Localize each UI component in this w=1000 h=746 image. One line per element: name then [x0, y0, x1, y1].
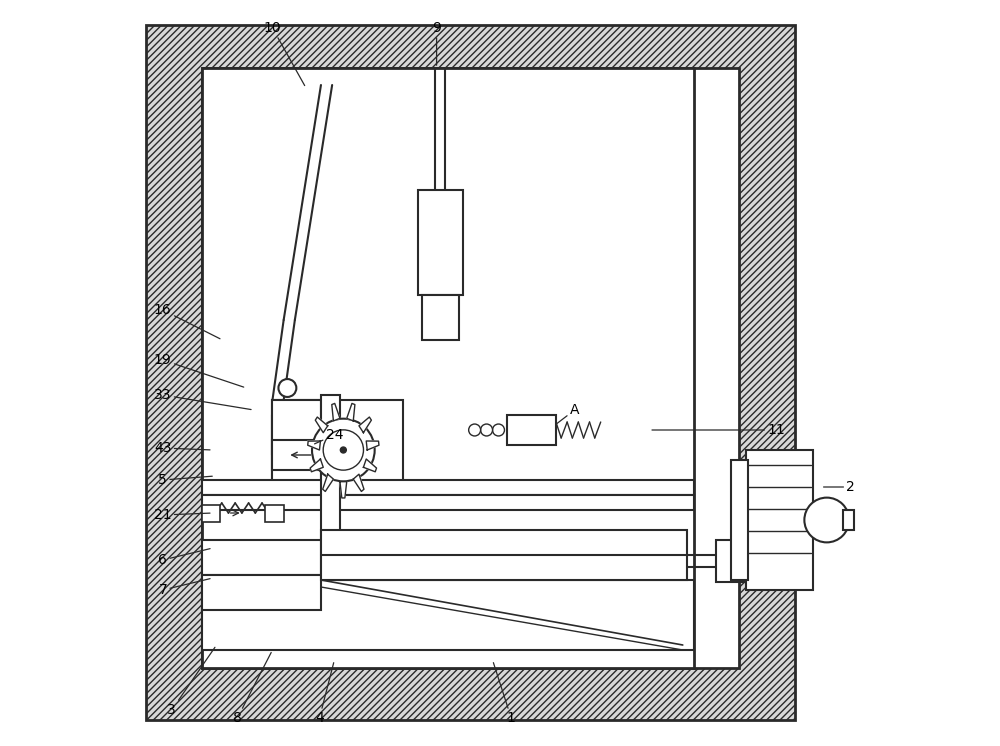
- Circle shape: [481, 424, 493, 436]
- Polygon shape: [363, 459, 377, 471]
- Bar: [146, 25, 795, 720]
- Text: 33: 33: [154, 388, 251, 410]
- Text: 1: 1: [493, 662, 516, 725]
- Text: 21: 21: [154, 508, 210, 522]
- Text: 24: 24: [315, 428, 343, 444]
- Circle shape: [804, 498, 849, 542]
- Text: 11: 11: [652, 423, 785, 437]
- Bar: [202, 68, 739, 668]
- Polygon shape: [359, 417, 371, 433]
- Bar: [321, 395, 340, 540]
- Bar: [202, 495, 694, 510]
- Bar: [507, 415, 556, 445]
- Text: 10: 10: [264, 21, 305, 86]
- Circle shape: [323, 430, 363, 470]
- Circle shape: [493, 424, 504, 436]
- Bar: [731, 460, 748, 580]
- Polygon shape: [366, 441, 379, 450]
- Text: 6: 6: [158, 548, 210, 567]
- Bar: [272, 400, 403, 495]
- Bar: [272, 400, 321, 495]
- Text: 4: 4: [315, 662, 334, 725]
- Polygon shape: [332, 404, 340, 421]
- Polygon shape: [340, 482, 347, 498]
- Text: A: A: [556, 403, 579, 424]
- Polygon shape: [315, 417, 328, 433]
- Bar: [272, 440, 321, 470]
- Bar: [716, 540, 746, 582]
- Bar: [422, 295, 459, 340]
- Bar: [202, 540, 321, 575]
- Bar: [265, 505, 284, 522]
- Text: 8: 8: [233, 653, 271, 725]
- Polygon shape: [323, 474, 333, 492]
- Text: 7: 7: [158, 579, 210, 597]
- Text: 3: 3: [167, 648, 215, 717]
- Circle shape: [340, 447, 346, 453]
- Polygon shape: [308, 441, 320, 450]
- Text: 9: 9: [432, 21, 441, 65]
- Text: 16: 16: [154, 303, 220, 339]
- Bar: [202, 68, 694, 668]
- Text: 5: 5: [158, 473, 212, 487]
- Bar: [746, 450, 813, 590]
- Bar: [202, 505, 220, 522]
- Polygon shape: [310, 459, 323, 471]
- Circle shape: [278, 379, 296, 397]
- Circle shape: [469, 424, 481, 436]
- Polygon shape: [353, 474, 364, 492]
- Text: 19: 19: [154, 353, 244, 387]
- Circle shape: [312, 419, 375, 481]
- Bar: [843, 510, 854, 530]
- Bar: [202, 575, 321, 610]
- Bar: [202, 580, 694, 650]
- Bar: [418, 190, 463, 295]
- Bar: [321, 530, 686, 580]
- Polygon shape: [347, 404, 355, 421]
- Text: 43: 43: [154, 441, 210, 455]
- Bar: [202, 480, 694, 495]
- Text: 2: 2: [824, 480, 855, 494]
